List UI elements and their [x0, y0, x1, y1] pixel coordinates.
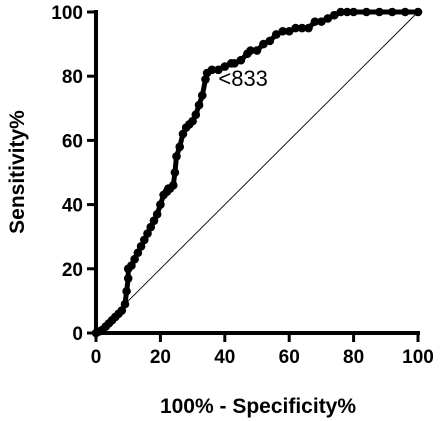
roc-data-point — [214, 65, 223, 75]
roc-data-point — [375, 7, 384, 17]
y-tick-label: 0 — [72, 324, 83, 345]
roc-data-point — [329, 10, 339, 20]
reference-diagonal-line — [95, 11, 419, 334]
roc-data-point — [400, 7, 410, 17]
roc-data-point — [197, 91, 207, 100]
y-tick-label: 80 — [62, 67, 83, 88]
x-tick-label: 80 — [343, 347, 364, 368]
roc-data-point — [230, 59, 239, 68]
y-tick-label: 20 — [62, 260, 83, 281]
roc-data-point — [336, 7, 346, 17]
roc-data-point — [120, 299, 130, 309]
roc-data-point — [140, 235, 149, 245]
roc-data-point — [413, 7, 423, 17]
x-tick-label: 0 — [91, 347, 102, 368]
roc-data-point — [168, 181, 178, 190]
roc-data-point — [191, 110, 201, 120]
axes — [94, 10, 420, 335]
roc-data-point — [246, 46, 255, 55]
roc-data-point — [349, 7, 358, 17]
reference-line-layer — [95, 11, 419, 334]
roc-data-point — [133, 248, 143, 258]
roc-data-point — [156, 200, 165, 209]
x-tick-label: 40 — [214, 347, 235, 368]
roc-data-point — [259, 39, 268, 49]
x-axis-title: 100% - Specificity% — [160, 395, 356, 418]
roc-data-point — [170, 168, 180, 177]
roc-data-point — [304, 23, 313, 33]
roc-data-point — [201, 75, 210, 84]
y-tick-label: 40 — [62, 196, 83, 217]
roc-data-point — [323, 14, 333, 23]
roc-data-point — [123, 274, 133, 283]
roc-data-point — [297, 23, 307, 33]
roc-data-point — [194, 100, 204, 110]
y-axis-title: Sensitivity% — [6, 110, 29, 234]
roc-data-point — [122, 286, 131, 296]
roc-data-point — [291, 23, 300, 33]
roc-data-point — [220, 62, 230, 71]
roc-data-point — [146, 222, 156, 232]
roc-data-point — [362, 7, 371, 17]
roc-data-point — [172, 152, 181, 161]
x-tick-label: 60 — [279, 347, 300, 368]
roc-data-point — [342, 7, 352, 17]
tick-layer: 0 20 40 60 80 100 0 20 40 60 80 100 — [51, 3, 434, 368]
roc-data-point — [252, 46, 262, 55]
roc-data-point — [152, 209, 162, 219]
roc-curve-layer — [91, 7, 423, 338]
y-tick-label: 100 — [51, 3, 83, 24]
roc-data-point — [136, 242, 146, 251]
x-tick-label: 100 — [402, 347, 434, 368]
roc-data-point — [130, 254, 139, 264]
y-tick-label: 60 — [62, 131, 83, 152]
roc-data-point — [272, 30, 281, 39]
roc-data-point — [387, 7, 397, 17]
roc-data-point — [178, 129, 188, 139]
roc-data-point — [278, 26, 288, 36]
roc-data-point — [127, 261, 136, 270]
roc-data-point — [117, 306, 127, 315]
roc-data-point — [207, 65, 217, 75]
roc-data-point — [175, 142, 185, 152]
roc-data-point — [317, 17, 326, 26]
roc-data-point — [188, 116, 197, 126]
x-tick-label: 20 — [150, 347, 171, 368]
cutoff-annotation: <833 — [218, 66, 268, 91]
roc-data-point — [284, 26, 294, 36]
roc-data-point — [310, 17, 320, 26]
roc-data-point — [236, 55, 246, 65]
roc-data-point — [149, 216, 159, 225]
roc-data-point — [265, 36, 275, 46]
roc-data-point — [143, 229, 152, 238]
